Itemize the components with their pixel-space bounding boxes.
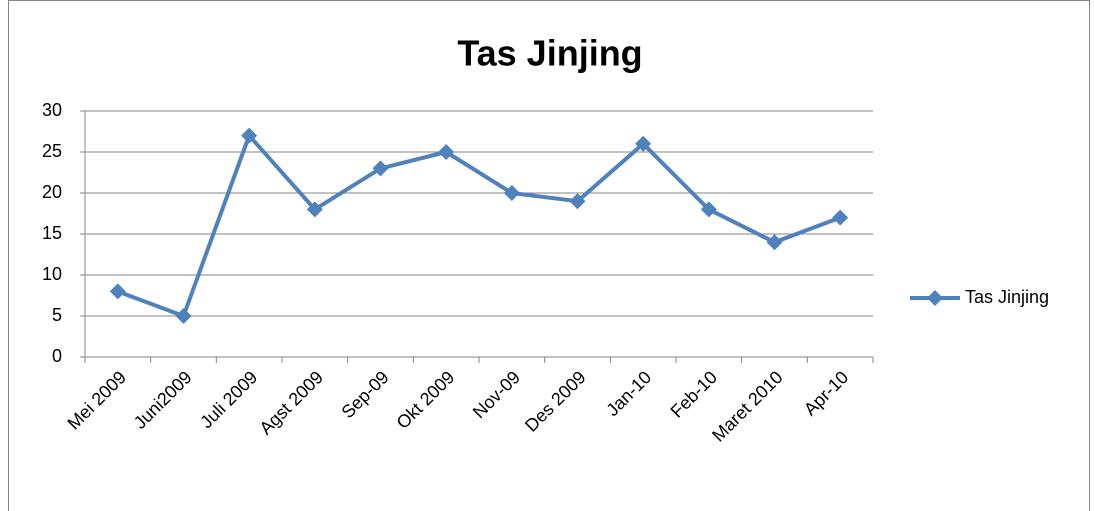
y-tick-label: 25 (42, 141, 62, 161)
chart-frame (8, 0, 1090, 511)
point-marker (372, 160, 389, 177)
y-tick-label: 30 (42, 100, 62, 120)
series-line (117, 133, 841, 318)
point-marker (241, 127, 258, 144)
y-tick-label: 5 (52, 305, 62, 325)
point-marker (766, 234, 783, 251)
point-marker (109, 283, 126, 300)
point-marker (832, 209, 849, 226)
point-marker (635, 135, 652, 152)
y-tick-label: 10 (42, 264, 62, 284)
point-marker (306, 201, 323, 218)
legend-label: Tas Jinjing (965, 287, 1049, 307)
point-marker (700, 201, 717, 218)
legend-marker (927, 290, 943, 306)
y-tick-label: 15 (42, 223, 62, 243)
y-tick-label: 20 (42, 182, 62, 202)
point-marker (438, 144, 455, 160)
point-marker (503, 185, 520, 201)
y-tick-label: 0 (52, 346, 62, 366)
point-marker (175, 308, 192, 324)
chart-title: Tas Jinjing (457, 33, 642, 74)
point-marker (569, 193, 586, 210)
